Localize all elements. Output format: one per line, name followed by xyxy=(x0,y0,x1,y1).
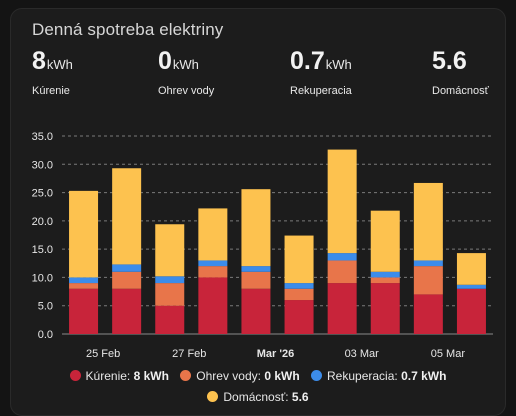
legend-item-domacnost[interactable]: Domácnosť: 5.6 xyxy=(207,390,309,404)
bar-segment-rekuperacia[interactable] xyxy=(284,283,314,289)
bar-segment-domacnost[interactable] xyxy=(370,210,400,272)
stat-kurenie-label: Kúrenie xyxy=(32,85,70,97)
stat-domacnost-value: 5.6 xyxy=(432,47,467,75)
card-title: Denná spotreba elektriny xyxy=(32,20,224,39)
x-tick-label: Mar '26 xyxy=(257,348,294,360)
bar-segment-ohrev-vody[interactable] xyxy=(327,260,357,284)
y-tick-label: 35.0 xyxy=(32,131,53,143)
bar-segment-rekuperacia[interactable] xyxy=(413,260,443,267)
stat-domacnost-label: Domácnosť xyxy=(432,85,489,97)
x-tick-label: 25 Feb xyxy=(86,348,120,360)
bar-segment-rekuperacia[interactable] xyxy=(112,264,142,272)
legend-row-2: Domácnosť: 5.6 xyxy=(0,390,516,404)
legend-dot-domacnost xyxy=(207,391,219,402)
bar-segment-kurenie[interactable] xyxy=(198,277,228,334)
bar-segment-ohrev-vody[interactable] xyxy=(198,266,228,278)
bar-segment-kurenie[interactable] xyxy=(370,283,400,334)
y-tick-label: 15.0 xyxy=(32,244,53,256)
stat-kurenie[interactable]: 8kWh Kúrenie xyxy=(32,47,73,97)
bar-segment-ohrev-vody[interactable] xyxy=(155,283,185,306)
bar-segment-rekuperacia[interactable] xyxy=(69,277,99,284)
bar-segment-domacnost[interactable] xyxy=(112,168,142,265)
bar-segment-kurenie[interactable] xyxy=(413,294,443,334)
bar-segment-kurenie[interactable] xyxy=(69,288,99,334)
x-tick-label: 03 Mar xyxy=(345,348,380,360)
bar-segment-domacnost[interactable] xyxy=(241,189,271,267)
stat-rekuperacia-label: Rekuperacia xyxy=(290,85,352,97)
bar-segment-ohrev-vody[interactable] xyxy=(284,288,314,301)
stat-ohrev-vody-label: Ohrev vody xyxy=(158,85,215,97)
stat-ohrev-vody-value: 0 xyxy=(158,47,172,75)
y-tick-label: 10.0 xyxy=(32,272,53,284)
bar-segment-rekuperacia[interactable] xyxy=(241,266,271,272)
bar-segment-ohrev-vody[interactable] xyxy=(69,283,99,289)
bar-segment-domacnost[interactable] xyxy=(284,235,314,284)
legend-dot-rekuperacia xyxy=(311,370,323,381)
legend-item-rekuperacia[interactable]: Rekuperacia: 0.7 kWh xyxy=(311,369,446,383)
bar-segment-ohrev-vody[interactable] xyxy=(241,271,271,289)
y-tick-label: 25.0 xyxy=(32,188,53,200)
stat-rekuperacia[interactable]: 0.7kWh Rekuperacia xyxy=(290,47,352,97)
bar-segment-kurenie[interactable] xyxy=(284,300,314,334)
bar-segment-kurenie[interactable] xyxy=(327,283,357,334)
stat-rekuperacia-value: 0.7 xyxy=(290,47,325,75)
stat-ohrev-vody-unit: kWh xyxy=(172,57,199,72)
bar-segment-ohrev-vody[interactable] xyxy=(112,271,142,289)
legend-row-1: Kúrenie: 8 kWh Ohrev vody: 0 kWh Rekuper… xyxy=(0,369,516,383)
bar-segment-rekuperacia[interactable] xyxy=(456,284,486,289)
bar-segment-kurenie[interactable] xyxy=(241,288,271,334)
bar-segment-domacnost[interactable] xyxy=(456,253,486,285)
stat-kurenie-unit: kWh xyxy=(46,57,73,72)
bar-segment-rekuperacia[interactable] xyxy=(370,271,400,278)
y-tick-label: 20.0 xyxy=(32,216,53,228)
legend-dot-ohrev-vody xyxy=(180,370,192,381)
y-tick-label: 0.0 xyxy=(38,329,53,341)
stat-kurenie-value: 8 xyxy=(32,47,46,75)
legend-item-kurenie[interactable]: Kúrenie: 8 kWh xyxy=(69,369,169,383)
bar-segment-rekuperacia[interactable] xyxy=(327,253,357,261)
bar-segment-kurenie[interactable] xyxy=(112,288,142,334)
y-tick-label: 5.0 xyxy=(38,301,53,313)
bar-segment-kurenie[interactable] xyxy=(155,305,185,334)
bar-segment-ohrev-vody[interactable] xyxy=(370,277,400,284)
x-tick-label: 27 Feb xyxy=(172,348,206,360)
legend-dot-kurenie xyxy=(69,370,81,381)
bar-segment-kurenie[interactable] xyxy=(456,288,486,334)
bar-segment-domacnost[interactable] xyxy=(155,224,185,277)
bar-segment-rekuperacia[interactable] xyxy=(198,260,228,267)
stat-domacnost[interactable]: 5.6 Domácnosť xyxy=(432,47,489,97)
x-tick-label: 05 Mar xyxy=(431,348,466,360)
stat-ohrev-vody[interactable]: 0kWh Ohrev vody xyxy=(158,47,214,97)
legend-item-ohrev-vody[interactable]: Ohrev vody: 0 kWh xyxy=(180,369,300,383)
y-tick-label: 30.0 xyxy=(32,159,53,171)
bar-segment-domacnost[interactable] xyxy=(198,208,228,261)
bar-segment-domacnost[interactable] xyxy=(69,190,99,278)
bar-segment-ohrev-vody[interactable] xyxy=(413,266,443,295)
bar-segment-domacnost[interactable] xyxy=(413,182,443,261)
bar-segment-domacnost[interactable] xyxy=(327,149,357,254)
bar-segment-rekuperacia[interactable] xyxy=(155,276,185,284)
stat-rekuperacia-unit: kWh xyxy=(325,57,352,72)
